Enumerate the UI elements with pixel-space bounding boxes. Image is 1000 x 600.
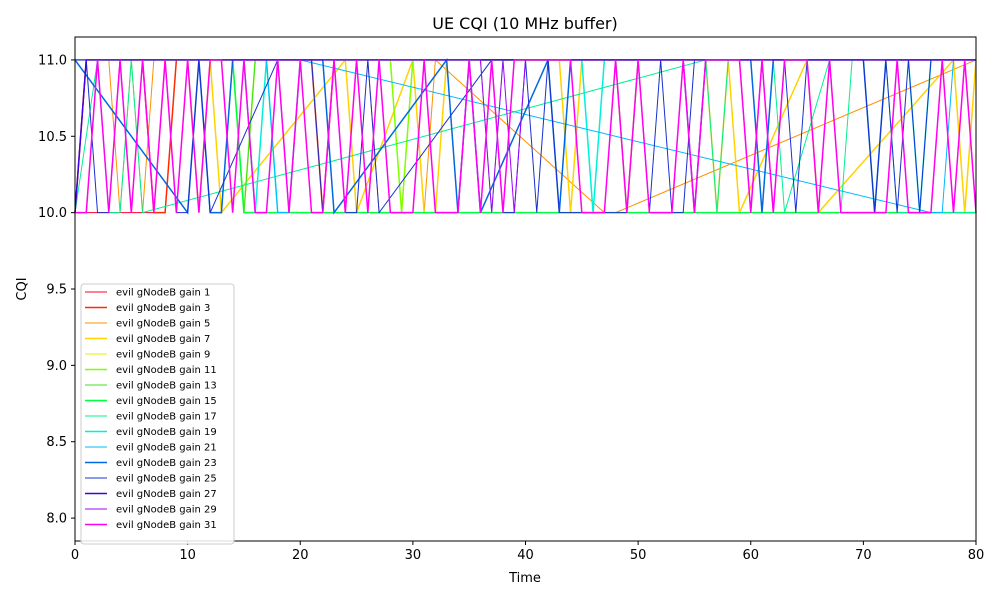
legend-label-9: evil gNodeB gain 17 bbox=[116, 412, 217, 423]
legend-label-1: evil gNodeB gain 1 bbox=[116, 288, 210, 299]
legend-label-5: evil gNodeB gain 9 bbox=[116, 350, 210, 361]
y-tick-label: 11.0 bbox=[38, 53, 67, 68]
legend-label-16: evil gNodeB gain 31 bbox=[116, 520, 217, 531]
y-axis-title: CQI bbox=[15, 277, 30, 300]
y-tick-label: 9.0 bbox=[46, 359, 67, 374]
y-tick-label: 10.0 bbox=[38, 206, 67, 221]
series-line-16 bbox=[75, 59, 977, 214]
x-tick-label: 70 bbox=[855, 548, 872, 563]
chart-title: UE CQI (10 MHz buffer) bbox=[432, 14, 617, 33]
y-tick-label: 8.5 bbox=[46, 435, 67, 450]
legend-label-14: evil gNodeB gain 27 bbox=[116, 489, 217, 500]
y-tick-label: 8.0 bbox=[46, 512, 67, 527]
x-axis: 0 10 20 30 40 50 60 70 80 bbox=[71, 541, 984, 563]
legend-label-2: evil gNodeB gain 3 bbox=[116, 303, 210, 314]
x-tick-label: 40 bbox=[517, 548, 534, 563]
legend-label-11: evil gNodeB gain 21 bbox=[116, 443, 217, 454]
x-tick-label: 60 bbox=[742, 548, 759, 563]
x-tick-label: 0 bbox=[71, 548, 79, 563]
legend-label-4: evil gNodeB gain 7 bbox=[116, 334, 210, 345]
x-tick-label: 20 bbox=[292, 548, 309, 563]
x-tick-label: 80 bbox=[968, 548, 985, 563]
legend-label-6: evil gNodeB gain 11 bbox=[116, 365, 217, 376]
legend-label-13: evil gNodeB gain 25 bbox=[116, 474, 217, 485]
legend-box bbox=[80, 283, 235, 545]
plot-lines bbox=[74, 57, 977, 215]
legend: evil gNodeB gain 1 evil gNodeB gain 3 evil… bbox=[80, 283, 235, 545]
legend-label-7: evil gNodeB gain 13 bbox=[116, 381, 217, 392]
legend-label-8: evil gNodeB gain 15 bbox=[116, 396, 217, 407]
y-tick-label: 10.5 bbox=[38, 130, 67, 145]
legend-label-10: evil gNodeB gain 19 bbox=[116, 427, 217, 438]
x-tick-label: 30 bbox=[405, 548, 422, 563]
x-tick-label: 50 bbox=[630, 548, 647, 563]
y-axis: 8.0 8.5 9.0 9.5 10.0 10.5 11.0 bbox=[38, 53, 75, 527]
legend-label-3: evil gNodeB gain 5 bbox=[116, 319, 210, 330]
y-tick-label: 9.5 bbox=[46, 283, 67, 298]
legend-label-15: evil gNodeB gain 29 bbox=[116, 505, 217, 516]
x-axis-title: Time bbox=[508, 571, 541, 586]
legend-label-12: evil gNodeB gain 23 bbox=[116, 458, 217, 469]
x-tick-label: 10 bbox=[179, 548, 196, 563]
